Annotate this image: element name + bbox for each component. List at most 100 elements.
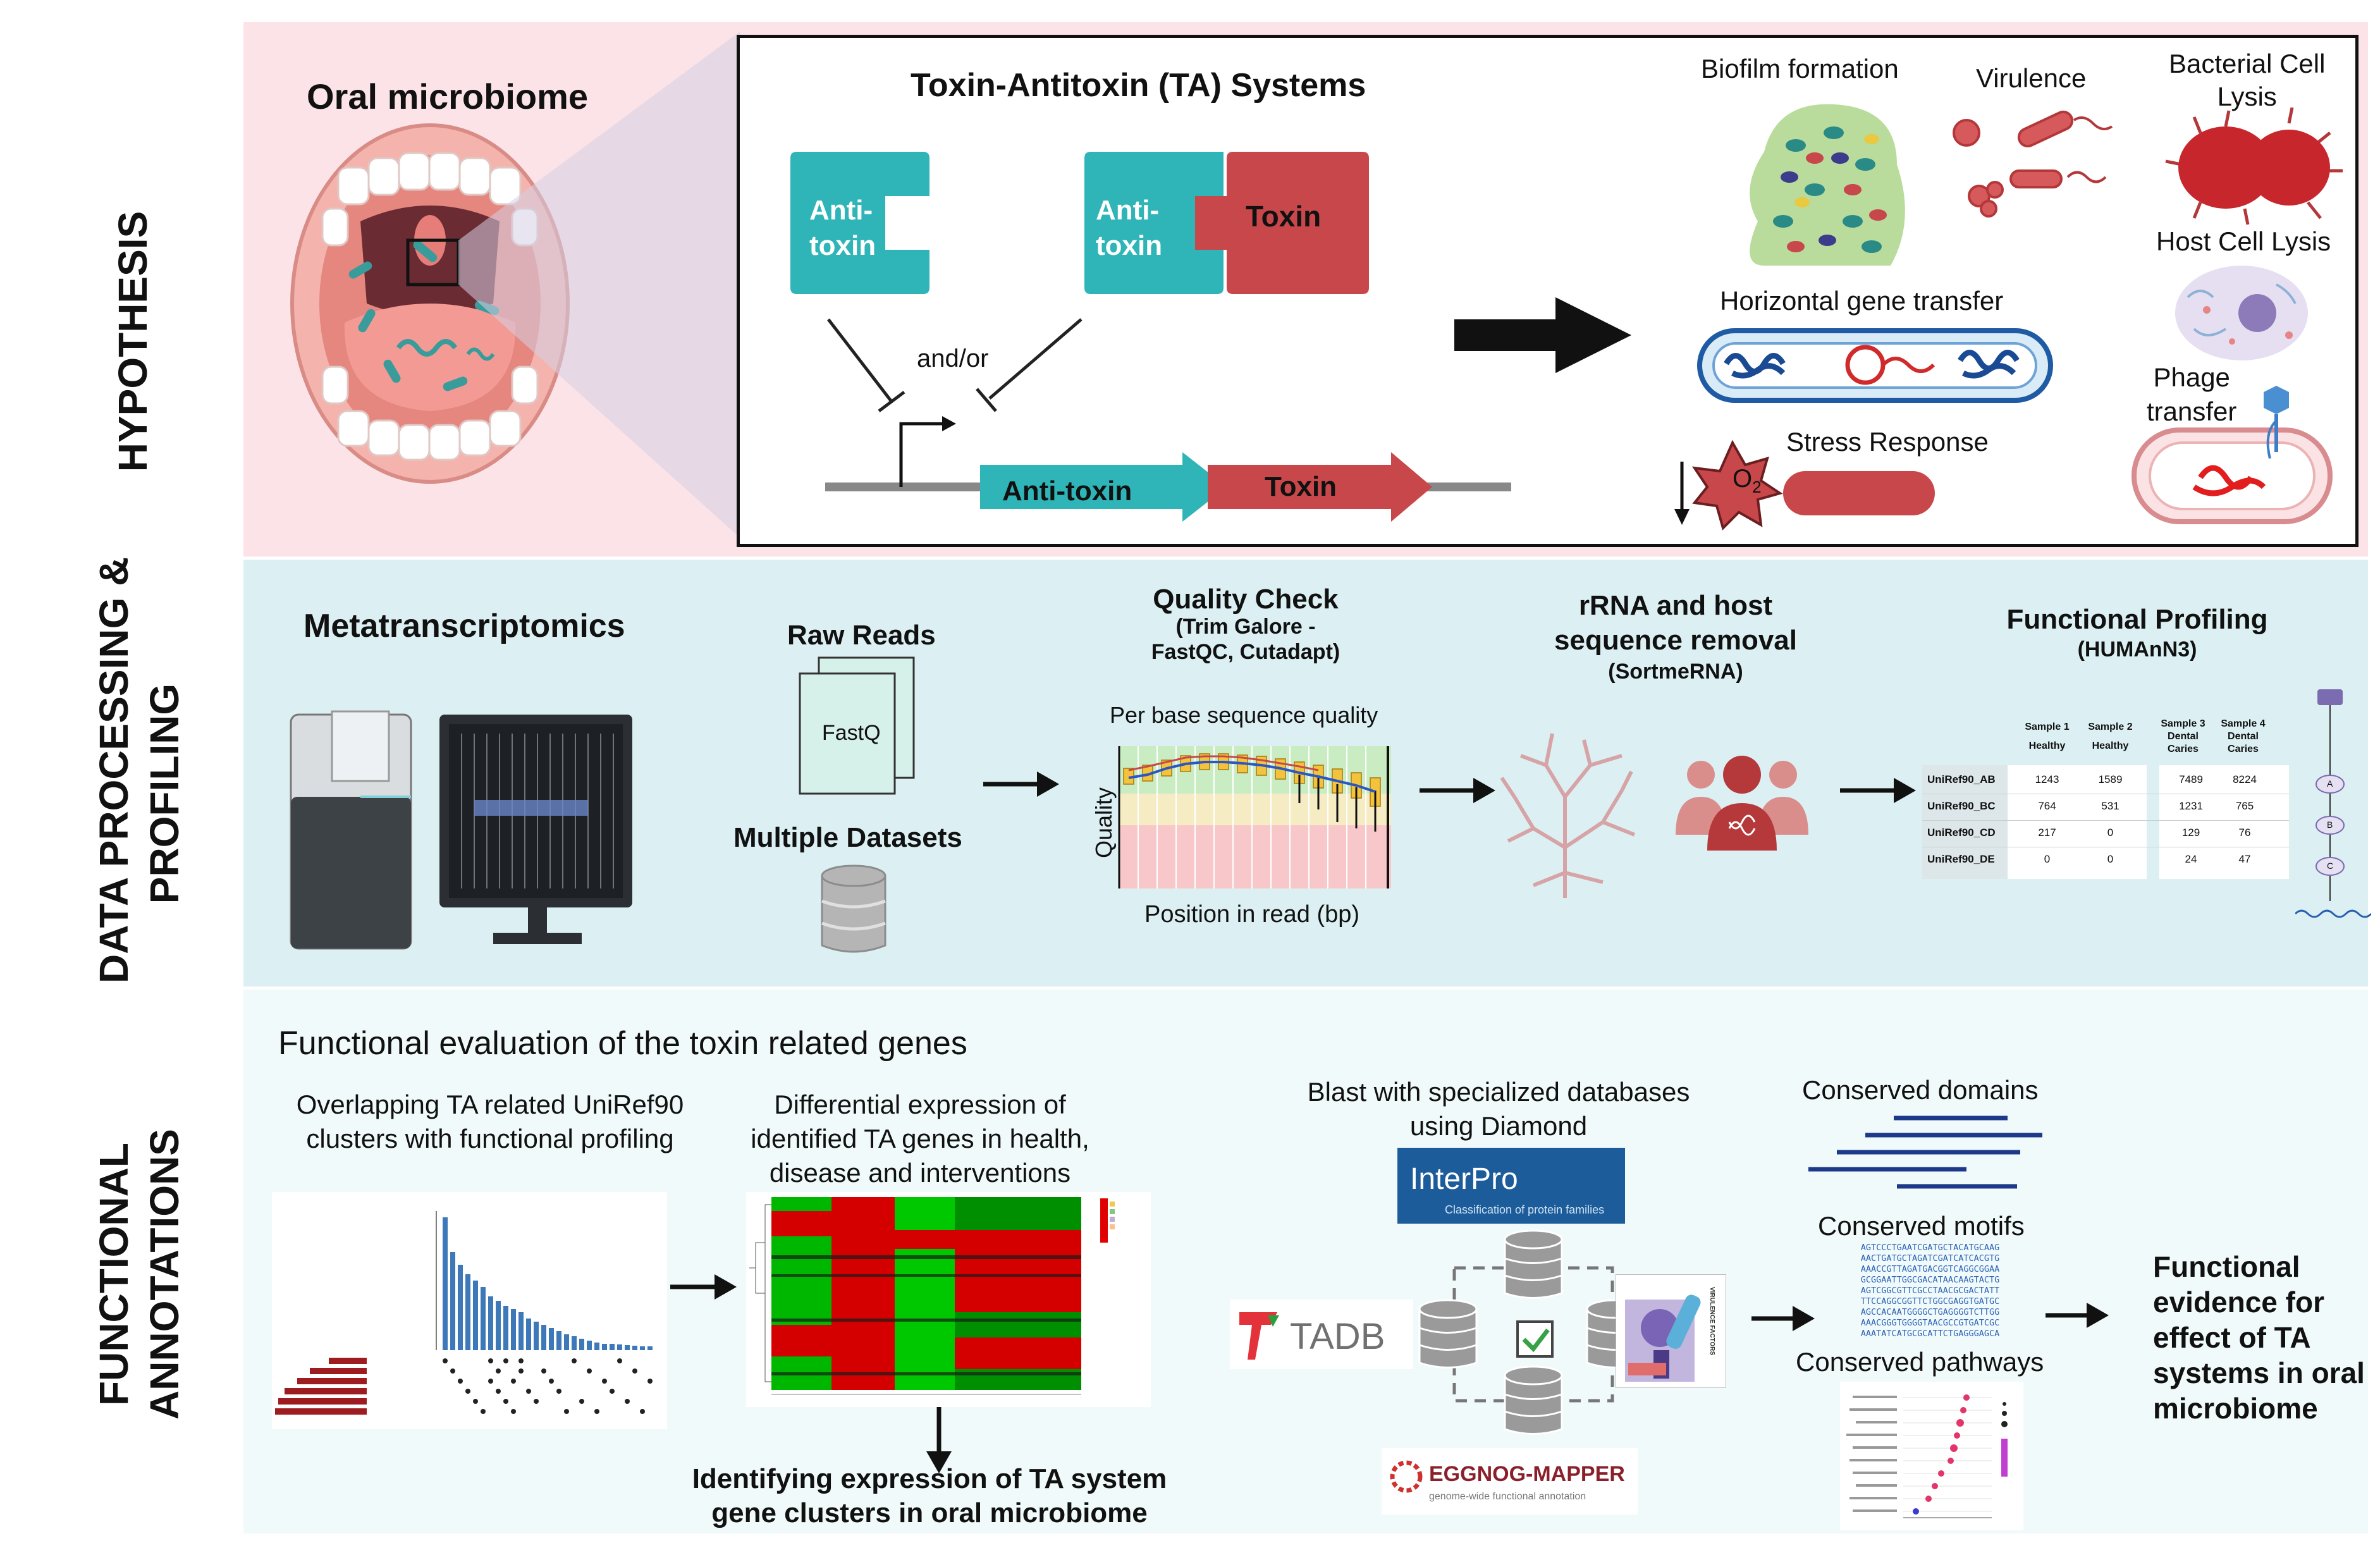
section-label-hypothesis: HYPOTHESIS [110,211,156,472]
motif-line: AAATATCATGCGCATTCTGAGGGAGCA [1860,1329,2000,1339]
big-arrow-icon [1454,297,1631,373]
ta-complex [1084,152,1369,294]
antitoxin-block [790,152,929,294]
blast-label: Blast with specialized databases using D… [1307,1077,1690,1141]
stress-label: Stress Response [1786,427,1989,457]
multiple-datasets-title: Multiple Datasets [733,822,962,853]
motif-line: AACTGATGCTAGATCGATCATCACGTG [1860,1253,2000,1263]
andor-label: and/or [917,345,989,372]
metatranscriptomics-title: Metatranscriptomics [304,608,625,644]
fastq-files-icon [799,656,915,795]
heatmap [746,1192,1151,1407]
table-row: UniRef90_AB 1243 1589 7489 8224 [1927,773,2257,785]
motif-line: AGTCCCTGAATCGATGCTACATGCAAG [1860,1243,2000,1253]
section-label-annotations: FUNCTIONAL ANNOTATIONS [91,1129,187,1420]
hgt-label: Horizontal gene transfer [1720,286,2004,316]
qc-chart [1118,746,1391,888]
qc-xlabel: Position in read (bp) [1144,901,1360,928]
rrna-structure-icon [1500,733,1636,898]
raw-reads-title: Raw Reads [787,620,936,651]
gene-operon [825,318,1511,522]
host-lysis-icon [2175,266,2308,360]
pathway-node: C [2327,861,2334,871]
differential-expression-label: Differential expression of identified TA… [751,1090,1089,1188]
eggnog-subtitle: genome-wide functional annotation [1429,1491,1586,1502]
conserved-pathways-label: Conserved pathways [1796,1347,2044,1377]
motif-line: AGTCGGCGTTCGCCTAACGCGACTATT [1860,1286,2000,1296]
o2-label: O2 [1733,465,1762,496]
table-row: UniRef90_CD 217 0 129 76 [1927,827,2251,839]
motif-line: AAACCGTTAGATGACGGTCAGGCGGAA [1860,1264,2000,1274]
host-lysis-label: Host Cell Lysis [2156,226,2331,256]
biofilm-icon [1750,104,1905,266]
conserved-domains-label: Conserved domains [1802,1075,2039,1105]
zoom-cone [458,32,740,538]
overlap-label: Overlapping TA related UniRef90 clusters… [296,1090,684,1153]
arrow-icon [1420,778,1495,803]
table-row: UniRef90_DE 0 0 24 47 [1927,853,2251,865]
virulence-factors-icon: VIRULENCE FACTORS [1616,1274,1726,1388]
virulence-icon [1953,110,2113,218]
fastq-label: FastQ [822,721,881,745]
tadb-logo: TADB [1230,1300,1413,1369]
interpro-subtitle: Classification of protein families [1445,1203,1605,1216]
motif-line: GCGGAATTGGCGACATAACAAGTACTG [1860,1275,2000,1285]
hgt-icon [1697,328,2053,403]
people-dna-icon [1676,756,1808,851]
arrow-icon [670,1274,737,1300]
arrow-icon [983,772,1059,797]
eggnog-icon [1390,1460,1423,1493]
table-header: Sample 4 Dental Caries [2221,718,2266,754]
bacterial-lysis-icon [2165,108,2343,225]
arrow-icon [1751,1306,1815,1331]
phage-label: Phage transfer [2147,362,2237,426]
table-header: Sample 2 Healthy [2088,722,2133,751]
down-arrow-icon [926,1407,952,1473]
sequencer-icon [290,710,632,950]
antitoxin-block-label: Anti- toxin [809,195,876,261]
eggnog-logo: EGGNOG-MAPPER genome-wide functional ann… [1382,1448,1638,1515]
section-label-processing: DATA PROCESSING & PROFILING [91,556,187,983]
phage-icon [2132,386,2333,524]
table-header: Sample 1 Healthy [2025,722,2070,751]
conserved-motifs-label: Conserved motifs [1818,1211,2025,1241]
tadb-icon [1239,1312,1279,1360]
functional-profiling-title: Functional Profiling (HUMAnN3) [2006,604,2268,661]
qc-chart-title: Per base sequence quality [1110,702,1378,728]
biofilm-label: Biofilm formation [1701,54,1899,83]
stress-icon [1674,440,1935,531]
annotations-title: Functional evaluation of the toxin relat… [278,1025,967,1062]
gene-antitoxin-label: Anti-toxin [1002,476,1132,507]
motif-sequences: AGTCCCTGAATCGATGCTACATGCAAG AACTGATGCTAG… [1821,1243,2039,1339]
interpro-text: InterPro [1410,1162,1518,1196]
ta-systems-title: Toxin-Antitoxin (TA) Systems [911,67,1366,104]
identify-expression-label: Identifying expression of TA system gene… [692,1463,1167,1528]
arrow-icon [2046,1303,2109,1328]
pathway-node: B [2327,820,2333,830]
eggnog-text: EGGNOG-MAPPER [1429,1462,1625,1486]
quality-check-title: Quality Check (Trim Galore - FastQC, Cut… [1151,584,1340,665]
arrow-icon [1840,778,1916,803]
svg-text:VIRULENCE FACTORS: VIRULENCE FACTORS [1708,1287,1715,1355]
pathway-dotplot [1840,1382,2023,1530]
virulence-label: Virulence [1976,63,2087,93]
motif-line: AAACGGGTGGGGTAACGCCGTGATCGC [1860,1318,2000,1328]
final-evidence-label: Functional evidence for effect of TA sys… [2153,1250,2365,1425]
complex-antitoxin-label: Anti- toxin [1096,195,1163,261]
complex-toxin-label: Toxin [1246,200,1322,233]
pathway-icon [2295,689,2371,918]
database-icon [821,864,886,953]
interpro-logo: InterPro Classification of protein famil… [1397,1148,1625,1224]
motif-line: TTCCAGGCGGTTCTGGCGAGGTGATGC [1860,1296,2000,1306]
oral-microbiome-title: Oral microbiome [307,77,589,116]
qc-ylabel: Quality [1091,787,1117,859]
pathway-node: A [2327,778,2333,789]
rrna-removal-title: rRNA and host sequence removal (SortmeRN… [1554,590,1797,684]
table-header: Sample 3 Dental Caries [2161,718,2205,754]
tadb-text: TADB [1290,1316,1385,1357]
upset-plot [272,1192,667,1429]
gene-toxin-label: Toxin [1265,471,1337,502]
domains-icon [1808,1116,2042,1189]
table-row: UniRef90_BC 764 531 1231 765 [1927,800,2254,812]
motif-line: AGCCACAATGGGGCTGAGGGGTCTTGG [1860,1307,2000,1317]
